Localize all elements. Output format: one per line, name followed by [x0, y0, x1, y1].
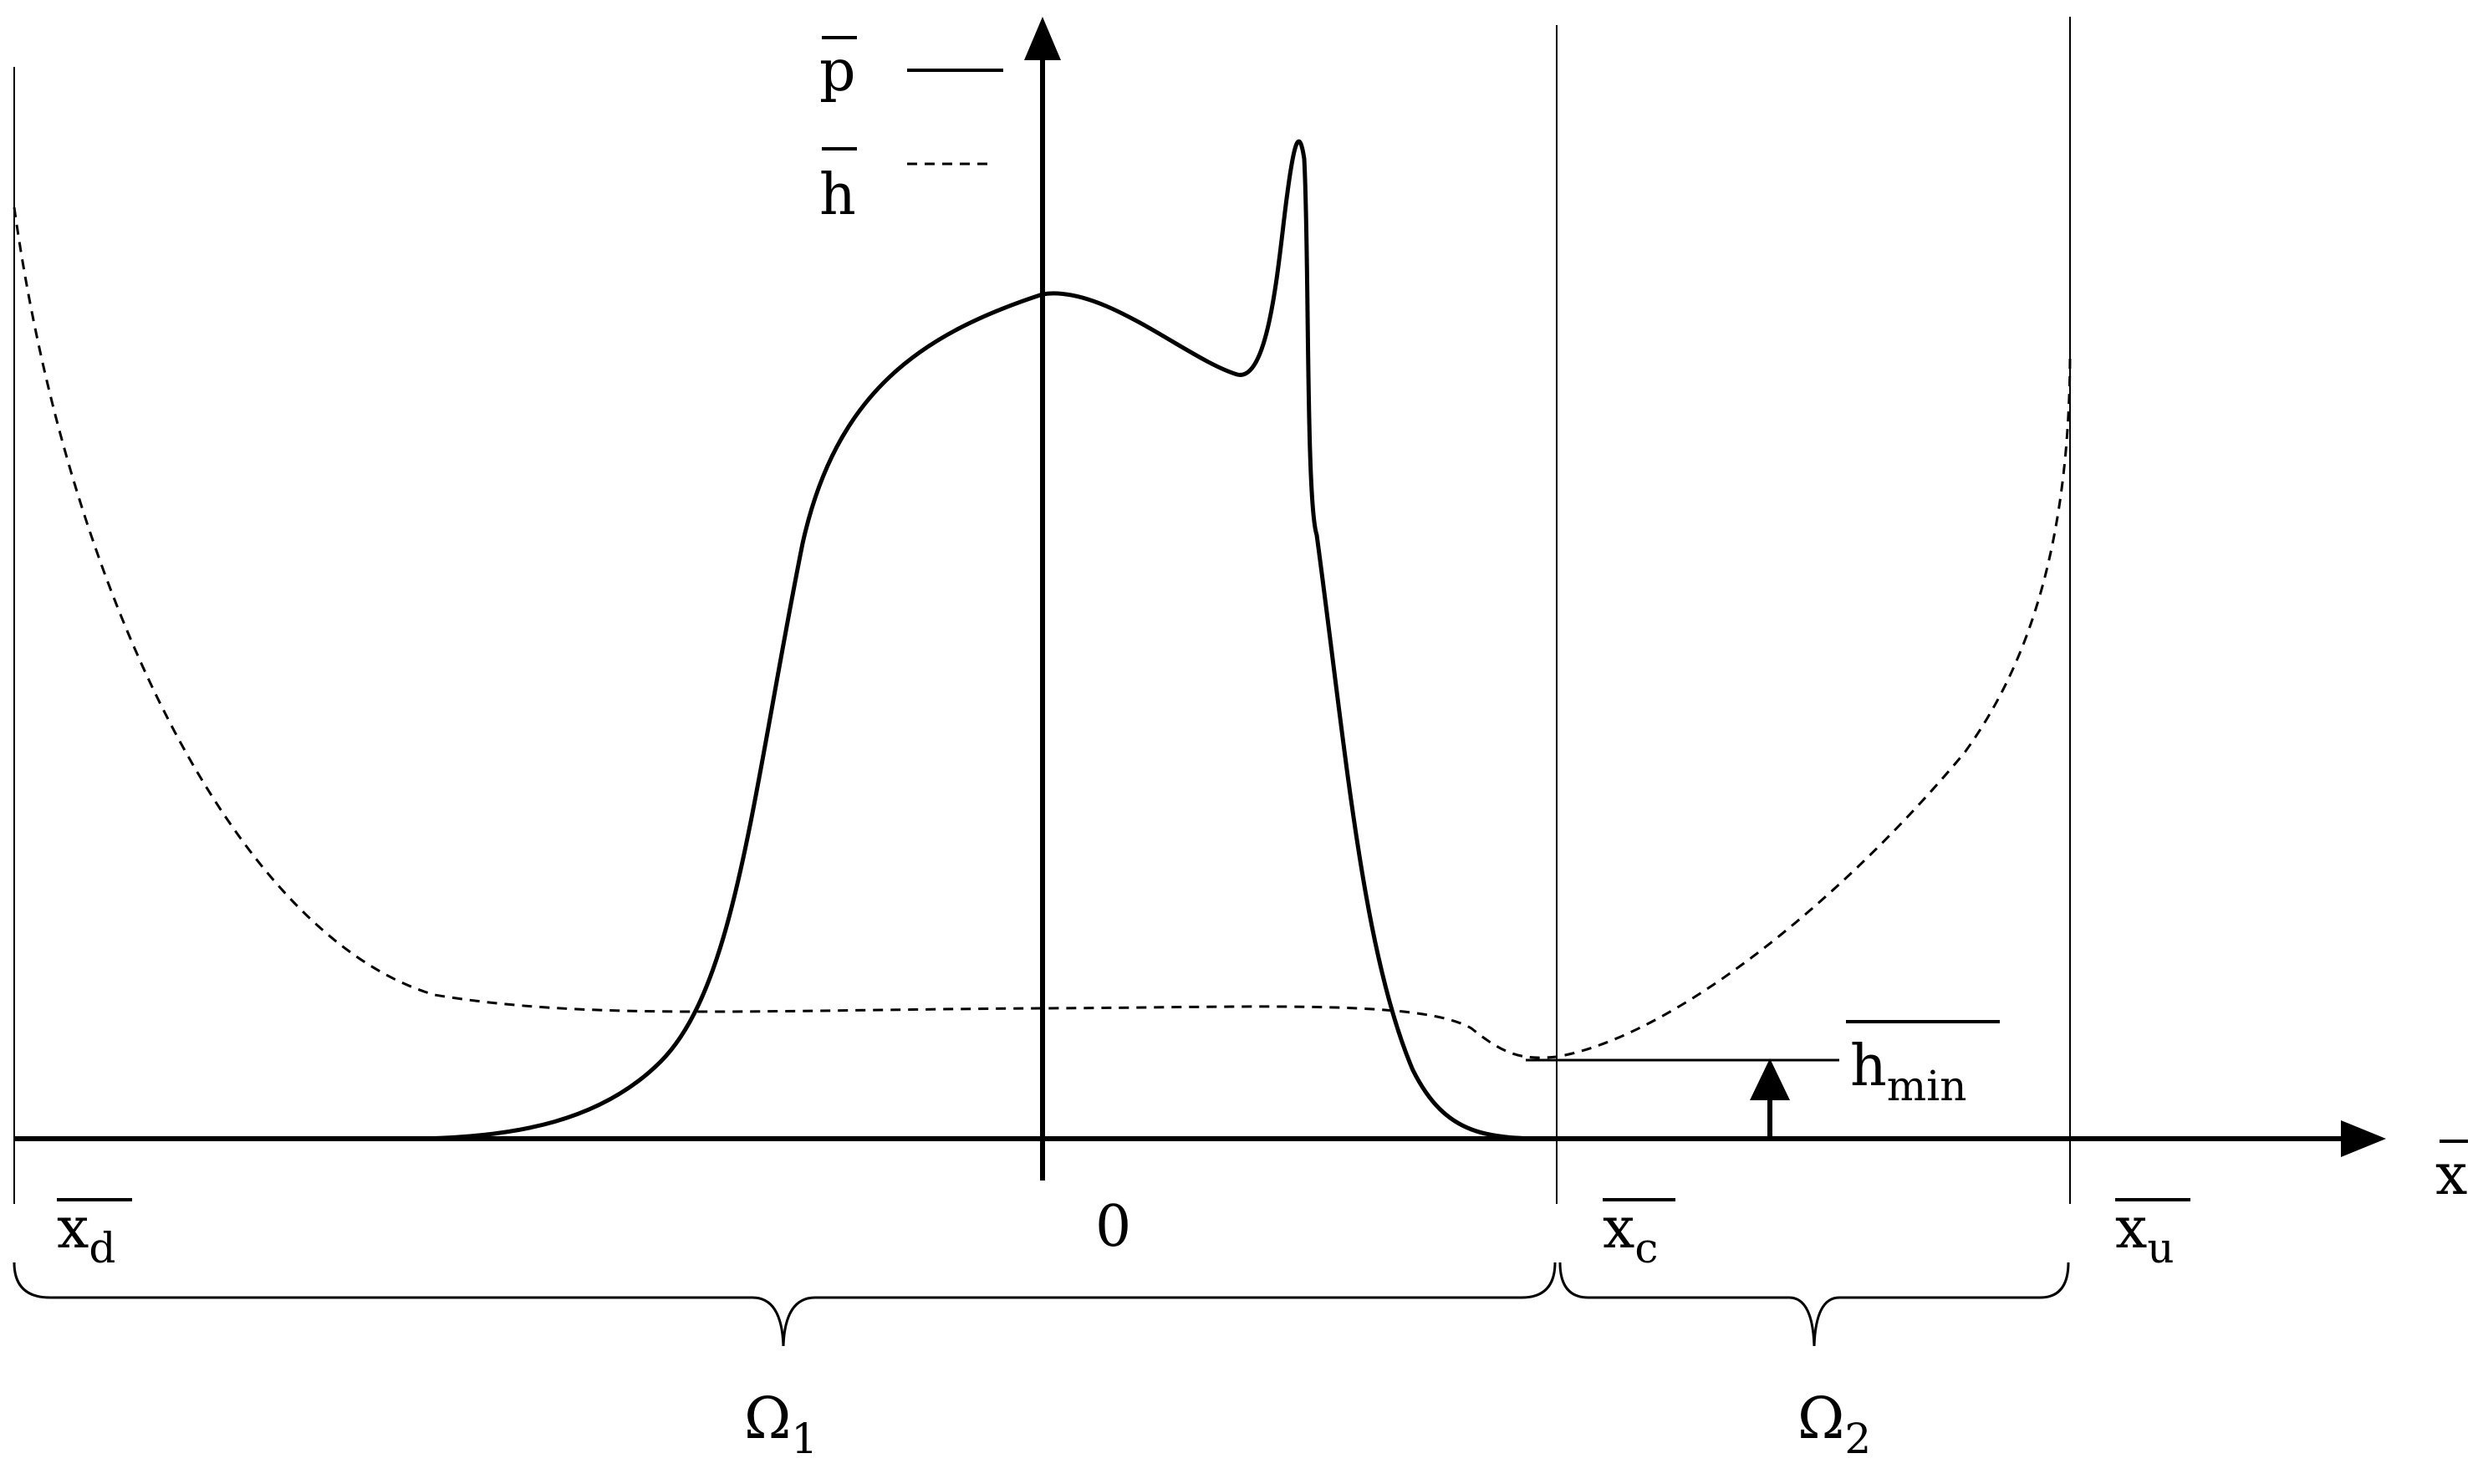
- xd-label: xd: [57, 1196, 115, 1272]
- film-thickness-curve: [13, 207, 2072, 1059]
- legend-pressure-symbol: p: [819, 38, 856, 105]
- omega2-brace: [1558, 1262, 2070, 1347]
- omega1-brace: [13, 1262, 1557, 1347]
- omega1-label: Ω1: [744, 1386, 818, 1463]
- pressure-curve: [14, 139, 1558, 1141]
- h-min-label: hmin: [1850, 1033, 1966, 1110]
- x-axis-arrowhead: [2341, 1120, 2386, 1157]
- y-axis-arrowhead: [1024, 17, 1061, 60]
- h-min-arrowhead: [1750, 1058, 1790, 1100]
- xc-label: xc: [1603, 1196, 1658, 1272]
- omega2-label: Ω2: [1797, 1386, 1871, 1463]
- legend-film-symbol: h: [819, 162, 856, 228]
- origin-label: 0: [1095, 1194, 1131, 1260]
- xu-label: xu: [2115, 1196, 2175, 1272]
- x-axis-label: x: [2435, 1142, 2467, 1208]
